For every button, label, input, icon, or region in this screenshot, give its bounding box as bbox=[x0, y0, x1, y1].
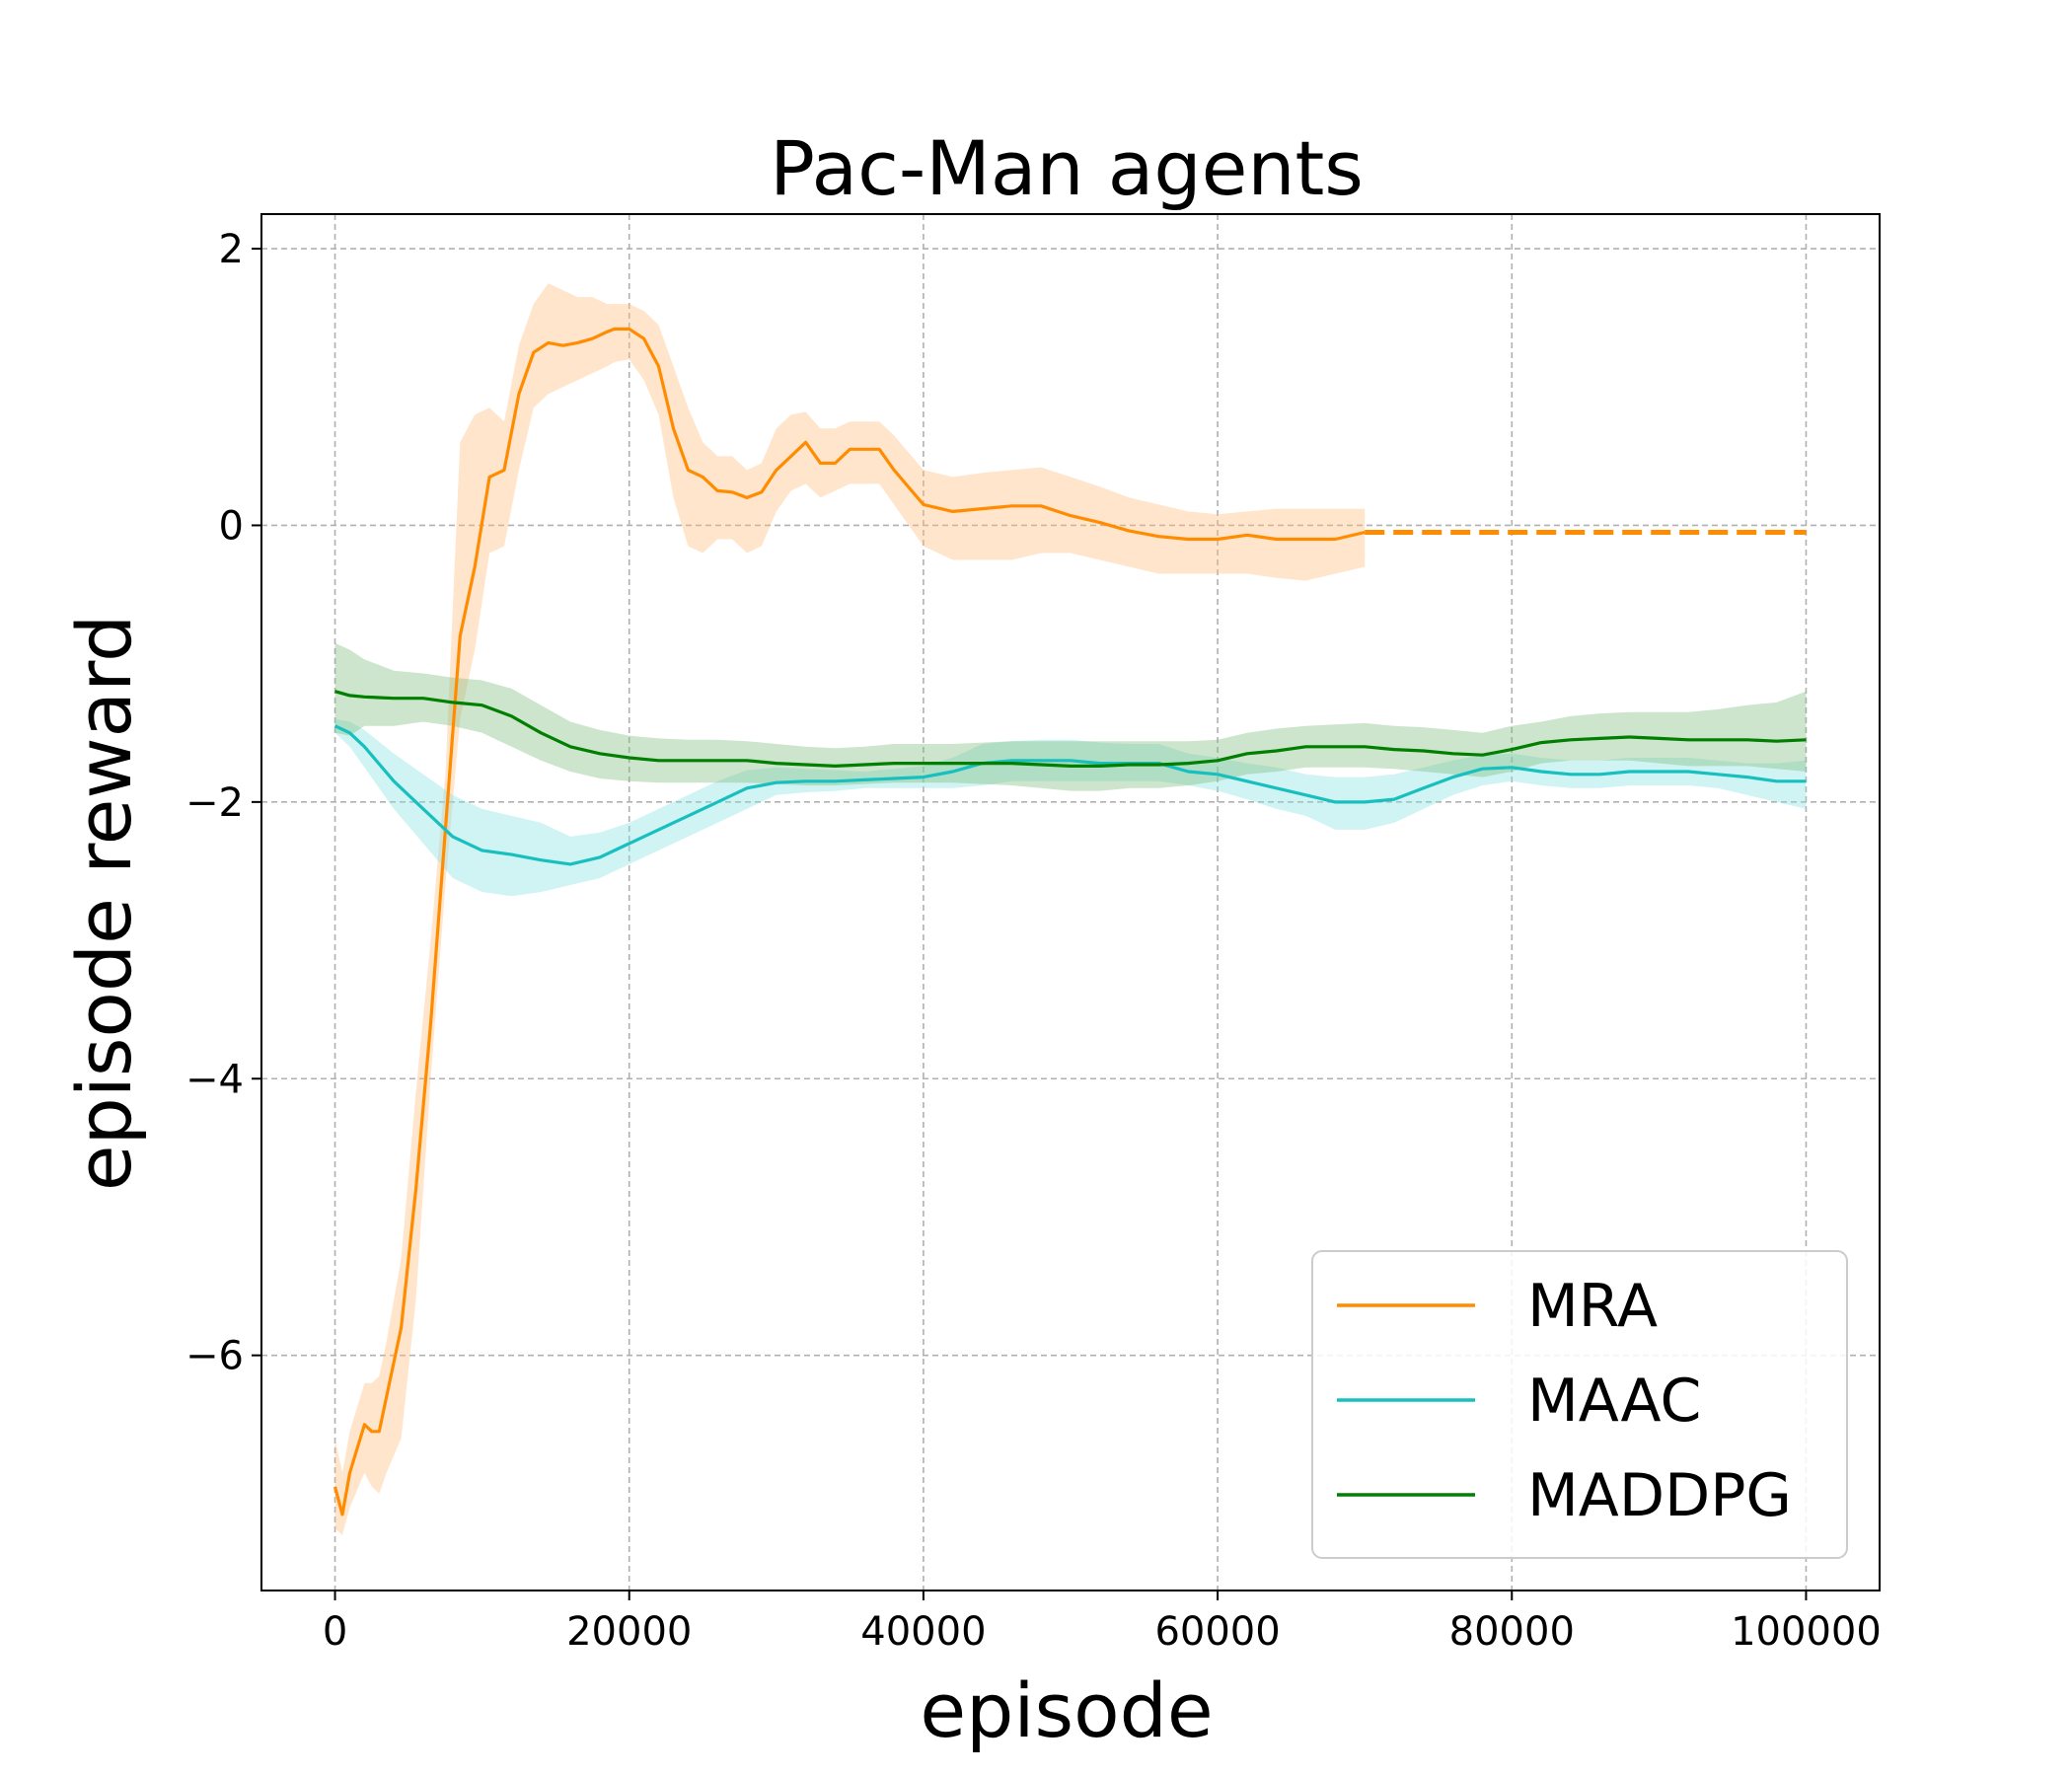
series-line-maac bbox=[333, 724, 1807, 866]
legend-box bbox=[1311, 1250, 1848, 1559]
series-line-maddpg bbox=[334, 690, 1807, 769]
axis-ticks: 0 20000 40000 60000 80000 100000 2 0 −2 −4 −6 bbox=[185, 227, 1882, 1655]
legend: MRA MAAC MADDPG bbox=[1311, 1250, 1848, 1559]
series-line-mra bbox=[333, 327, 1366, 1517]
legend-items: MRA MAAC MADDPG bbox=[1337, 1272, 1792, 1530]
legend-label-maddpg: MADDPG bbox=[1527, 1461, 1792, 1530]
y-tick-label-4: −6 bbox=[185, 1334, 244, 1379]
x-tick-label-2: 40000 bbox=[860, 1609, 986, 1655]
band-mra bbox=[334, 283, 1366, 1535]
y-tick-label-3: −4 bbox=[185, 1057, 244, 1102]
y-tick-label-1: 0 bbox=[219, 503, 244, 549]
x-tick-label-1: 20000 bbox=[566, 1609, 692, 1655]
y-tick-label-2: −2 bbox=[185, 780, 244, 826]
x-axis-label: episode bbox=[920, 1666, 1213, 1754]
series-lines bbox=[333, 327, 1807, 1517]
chart-title: Pac-Man agents bbox=[770, 124, 1364, 212]
legend-label-maac: MAAC bbox=[1527, 1367, 1701, 1436]
y-axis-label: episode reward bbox=[60, 615, 148, 1192]
confidence-bands bbox=[334, 283, 1807, 1535]
band-maac bbox=[334, 718, 1807, 897]
legend-label-mra: MRA bbox=[1527, 1272, 1658, 1341]
band-maddpg bbox=[334, 642, 1807, 791]
plot-frame bbox=[260, 213, 1881, 1591]
x-tick-label-3: 60000 bbox=[1154, 1609, 1280, 1655]
x-tick-label-4: 80000 bbox=[1449, 1609, 1575, 1655]
x-tick-label-5: 100000 bbox=[1731, 1609, 1882, 1655]
y-tick-label-0: 2 bbox=[219, 227, 244, 272]
x-tick-label-0: 0 bbox=[323, 1609, 347, 1655]
